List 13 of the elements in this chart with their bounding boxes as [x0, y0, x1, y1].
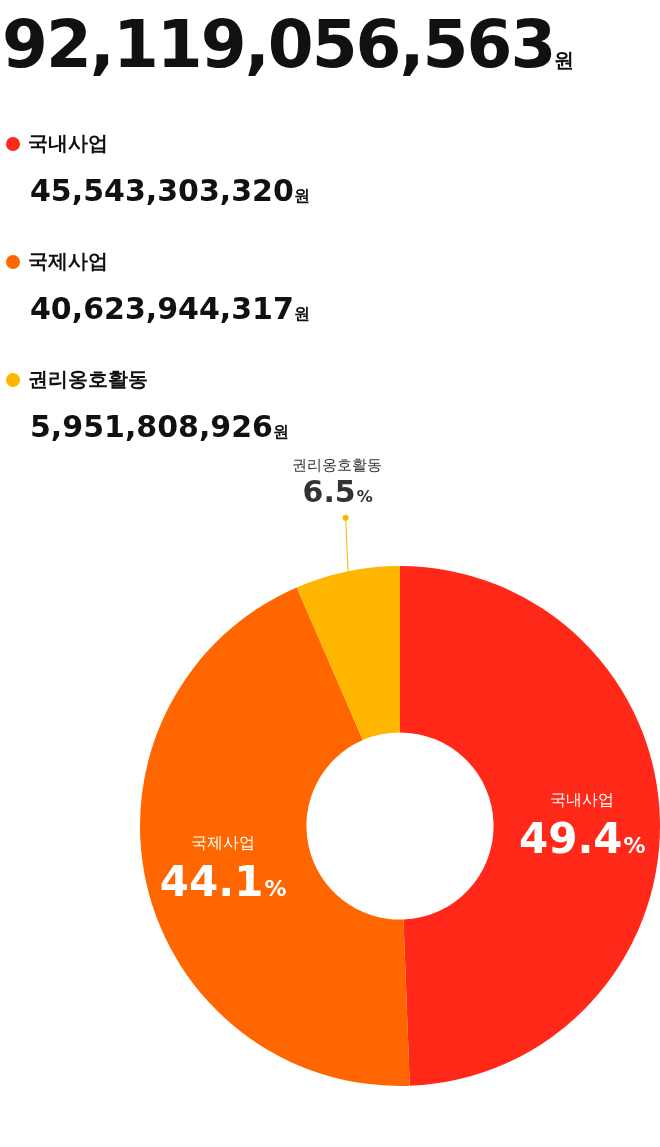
slice-label: 국제사업	[190, 833, 255, 853]
text: 45,543,303,320원	[30, 173, 310, 208]
slice-label: 권리옹호활동	[292, 455, 383, 474]
data-label: 49.4%	[518, 813, 646, 863]
text: 40,623,944,317원	[30, 291, 310, 326]
legend-label: 권리옹호활동	[28, 366, 148, 393]
text: 5,951,808,926원	[30, 409, 290, 444]
data-label: 6.5%	[302, 473, 373, 509]
legend-label: 국내사업	[28, 130, 108, 157]
data-label: 44.1%	[159, 857, 287, 907]
slice-label: 국내사업	[549, 789, 614, 809]
chart-title: 92,119,056,563원	[2, 6, 575, 83]
legend-label: 국제사업	[28, 248, 108, 275]
